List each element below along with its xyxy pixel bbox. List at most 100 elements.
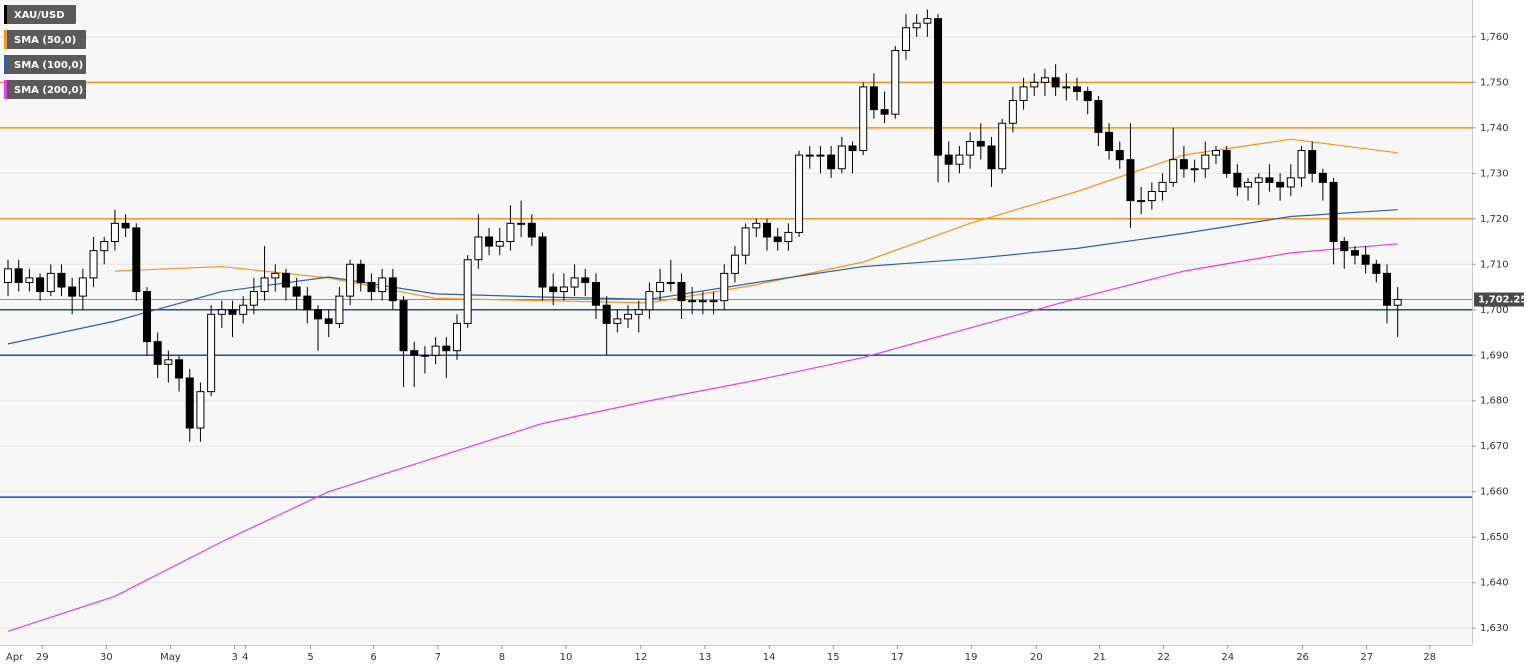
candle-body	[1265, 177, 1274, 183]
candle-body	[709, 300, 718, 303]
candle-body	[292, 286, 301, 297]
x-tick-label: 24	[1221, 652, 1234, 663]
x-tick-label: 30	[100, 652, 113, 663]
x-tick-label: 7	[435, 652, 441, 663]
candle-body	[303, 295, 312, 311]
candle-body	[880, 109, 889, 115]
candle-body	[1051, 77, 1060, 88]
legend-label: SMA (50,0)	[14, 35, 76, 46]
candle-body	[228, 309, 237, 315]
legend-label: XAU/USD	[14, 10, 65, 21]
candle-body	[730, 254, 739, 274]
candle-body	[570, 277, 579, 288]
x-tick-label: 3	[231, 652, 237, 663]
candle-body	[720, 272, 729, 302]
candle-body	[827, 154, 836, 170]
candle-body	[591, 281, 600, 306]
candle-body	[891, 49, 900, 115]
candle-body	[239, 304, 248, 315]
candle-body	[1372, 263, 1381, 274]
candle-body	[602, 304, 611, 324]
candle-body	[249, 291, 258, 306]
candle-body	[656, 281, 665, 293]
candle-body	[538, 236, 547, 288]
x-tick-label: 5	[307, 652, 313, 663]
y-tick-label: 1,660	[1480, 487, 1509, 498]
x-month-label: Apr	[6, 652, 24, 663]
candle-body	[859, 86, 868, 152]
candle-body	[1115, 150, 1124, 161]
candle-body	[121, 222, 130, 229]
candle-body	[613, 318, 622, 324]
candle-body	[452, 322, 461, 352]
candle-body	[634, 309, 643, 315]
last-price-label: 1,702.25	[1478, 295, 1527, 306]
candle-body	[485, 236, 494, 247]
sma-line	[7, 243, 1398, 632]
candle-body	[1340, 241, 1349, 252]
candle-body	[1233, 172, 1242, 188]
candle-body	[335, 295, 344, 324]
y-tick-label: 1,690	[1480, 350, 1509, 361]
candle-body	[25, 277, 34, 283]
candle-body	[901, 27, 910, 51]
legend-box	[4, 30, 86, 49]
candle-body	[14, 268, 23, 283]
legend-swatch	[4, 55, 7, 74]
candle-body	[1094, 100, 1103, 133]
y-tick-label: 1,670	[1480, 441, 1509, 452]
candle-body	[1254, 177, 1263, 183]
candle-body	[410, 350, 419, 356]
candle-body	[1318, 172, 1327, 183]
y-tick-label: 1,640	[1480, 578, 1509, 589]
y-tick-label: 1,700	[1480, 305, 1509, 316]
candle-body	[805, 154, 814, 157]
candle-body	[217, 309, 226, 315]
last-price-box	[1474, 292, 1524, 307]
candle-body	[1019, 86, 1028, 102]
candle-body	[1308, 150, 1317, 174]
candle-body	[976, 140, 985, 147]
x-tick-label: 19	[965, 652, 978, 663]
candle-body	[987, 145, 996, 170]
candle-body	[89, 250, 98, 279]
candle-body	[1244, 181, 1253, 188]
candle-body	[966, 140, 975, 156]
candle-body	[57, 272, 66, 288]
x-tick-label: 22	[1157, 652, 1170, 663]
x-tick-label: 17	[891, 652, 904, 663]
candle-body	[388, 277, 397, 302]
candle-body	[367, 281, 376, 293]
candle-body	[346, 263, 355, 297]
y-tick-label: 1,750	[1480, 77, 1509, 88]
candle-body	[474, 236, 483, 261]
y-tick-label: 1,760	[1480, 32, 1509, 43]
candle-body	[36, 277, 45, 293]
candle-body	[506, 222, 515, 243]
legend-box	[4, 55, 86, 74]
candle-body	[356, 263, 365, 283]
candle-body	[741, 227, 750, 256]
y-tick-label: 1,730	[1480, 168, 1509, 179]
candle-body	[1105, 131, 1114, 152]
y-tick-label: 1,740	[1480, 123, 1509, 134]
candle-body	[1062, 86, 1071, 89]
x-tick-label: 13	[699, 652, 712, 663]
candle-body	[624, 313, 633, 320]
candle-body	[912, 22, 921, 29]
x-tick-label: 20	[1030, 652, 1043, 663]
candle-body	[46, 272, 55, 293]
candle-body	[666, 281, 675, 284]
candle-body	[1030, 81, 1039, 88]
candle-body	[1329, 181, 1338, 243]
candle-body	[923, 18, 932, 24]
plot-background	[0, 0, 1472, 645]
x-tick-label: 27	[1360, 652, 1373, 663]
x-tick-label: 21	[1093, 652, 1106, 663]
candle-body	[142, 291, 151, 343]
candle-body	[378, 277, 387, 293]
candle-body	[848, 145, 857, 152]
candle-body	[314, 309, 323, 320]
legend-label: SMA (200,0)	[14, 85, 83, 96]
